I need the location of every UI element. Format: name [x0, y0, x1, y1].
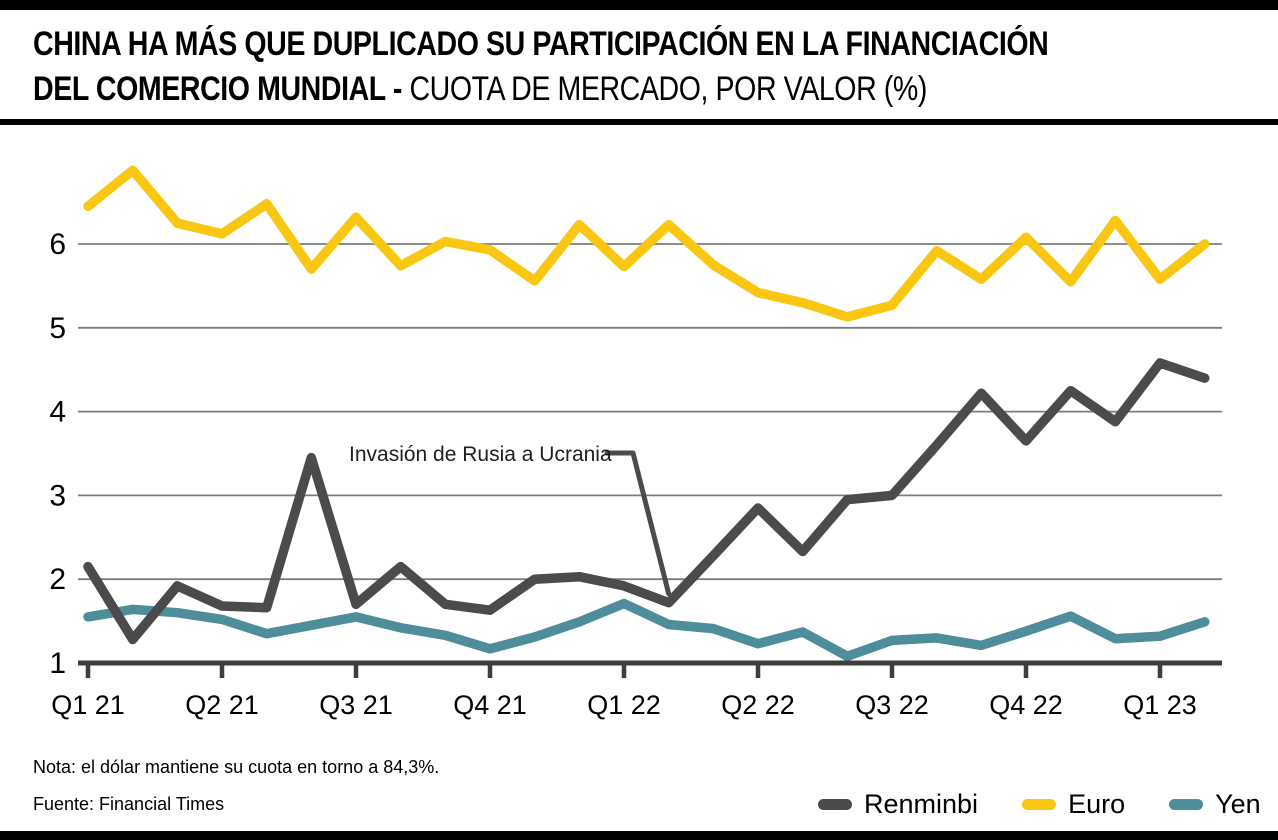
y-axis-label-1: 1: [49, 647, 66, 680]
annotation-label: Invasión de Rusia a Ucrania: [349, 443, 612, 466]
renminbi-swatch-icon: [818, 799, 852, 810]
x-axis-label-Q1 23: Q1 23: [1123, 690, 1197, 720]
x-axis-label-Q3 22: Q3 22: [855, 690, 929, 720]
legend-label-renminbi: Renminbi: [864, 789, 979, 819]
euro-swatch-icon: [1022, 799, 1057, 810]
series-line-euro: [83, 165, 1210, 322]
x-axis-label-Q1 22: Q1 22: [587, 690, 661, 720]
x-axis-label-Q4 22: Q4 22: [989, 690, 1063, 720]
legend-item-euro: Euro: [1022, 789, 1125, 820]
legend-label-euro: Euro: [1068, 789, 1126, 819]
x-axis-label-Q2 22: Q2 22: [721, 690, 795, 720]
x-axis-label-Q3 21: Q3 21: [319, 690, 393, 720]
chart-source: Fuente: Financial Times: [33, 794, 225, 814]
chart-title-line2-bold: DEL COMERCIO MUNDIAL -: [33, 70, 410, 108]
x-axis-label-Q1 21: Q1 21: [51, 690, 125, 720]
legend-item-renminbi: Renminbi: [818, 789, 978, 820]
bottom-black-bar: [0, 831, 1278, 840]
y-axis-label-3: 3: [49, 479, 66, 512]
chart-title-line2: DEL COMERCIO MUNDIAL - CUOTA DE MERCADO,…: [33, 67, 1048, 112]
chart-header: CHINA HA MÁS QUE DUPLICADO SU PARTICIPAC…: [33, 22, 1273, 112]
legend-item-yen: Yen: [1169, 789, 1261, 820]
y-axis-label-4: 4: [49, 396, 66, 429]
title-rule-bar: [0, 119, 1278, 125]
x-axis-label-Q4 21: Q4 21: [453, 690, 527, 720]
chart-legend: Renminbi Euro Yen: [818, 789, 1261, 820]
line-chart: 1 2 3 4 5 6 Q1 21 Q2 21 Q3 21 Q4 21 Q1 22 Q2 22 Q3 2…: [49, 165, 1222, 720]
chart-subtitle: CUOTA DE MERCADO, POR VALOR (%): [409, 70, 927, 108]
x-axis-label-Q2 21: Q2 21: [185, 690, 259, 720]
y-axis-label-5: 5: [49, 312, 66, 345]
annotation-connector: [604, 450, 672, 597]
chart-title-line1: CHINA HA MÁS QUE DUPLICADO SU PARTICIPAC…: [33, 25, 1049, 63]
series-line-yen: [83, 598, 1210, 662]
y-axis-label-6: 6: [49, 228, 66, 261]
series-line-renminbi: [83, 358, 1210, 645]
legend-label-yen: Yen: [1215, 789, 1261, 819]
top-black-bar: [0, 0, 1278, 10]
chart-note: Nota: el dólar mantiene su cuota en torn…: [33, 757, 440, 777]
y-axis-label-2: 2: [49, 563, 66, 596]
yen-swatch-icon: [1169, 799, 1204, 810]
